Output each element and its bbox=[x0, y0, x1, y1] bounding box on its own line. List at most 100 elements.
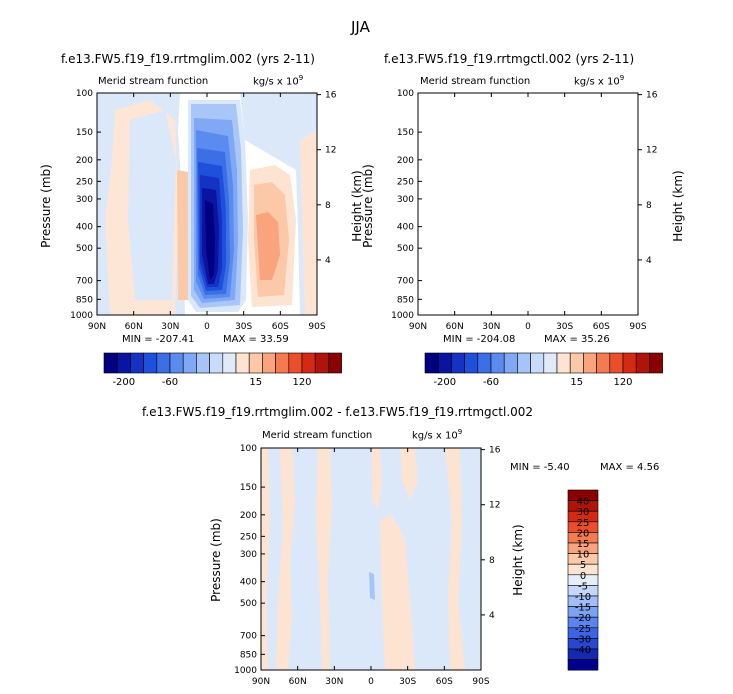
panel3-units-text: kg/s x 10 bbox=[412, 430, 458, 442]
panel3-colorbar-label: 20 bbox=[577, 528, 590, 539]
panel2-y2tick-label: 4 bbox=[646, 256, 652, 266]
panel2-ytick-label: 1000 bbox=[391, 311, 414, 321]
panel1-sh-weak-neg bbox=[240, 93, 317, 315]
panel3-pos-blob-upper bbox=[372, 448, 382, 510]
panel2-ticks: 90N 60N 30N 0 30S 60S 90S 100 150 200 250 300 400 500… bbox=[391, 89, 658, 332]
panel3-units: kg/s x 109 bbox=[412, 428, 462, 441]
panel2-units: kg/s x 109 bbox=[574, 74, 624, 87]
panel1-ytick-label: 100 bbox=[76, 89, 93, 99]
panel3-xtick-label: 30S bbox=[399, 677, 416, 687]
panel3-pos-edge-nh bbox=[261, 448, 270, 670]
panel1-sh-pos-edge bbox=[300, 130, 317, 315]
panel3-y2tick-label: 12 bbox=[489, 501, 500, 511]
panel3-ticks: 90N 60N 30N 0 30S 60S 90S 100 150 200 250 300 400 500… bbox=[234, 444, 501, 687]
panel2-xtick-label: 60S bbox=[593, 322, 610, 332]
panel1-ytick-label: 250 bbox=[76, 177, 93, 187]
panel3-subtitle-left: Merid stream function bbox=[262, 430, 373, 441]
figure-title: JJA bbox=[351, 18, 370, 36]
panel2-min: MIN = -204.08 bbox=[443, 334, 516, 345]
panel1-colorbar-label: 15 bbox=[249, 377, 262, 388]
panel3-colorbar-label: -10 bbox=[575, 592, 591, 603]
panel3-pos-blob-upper-2 bbox=[400, 448, 418, 500]
panel3-colorbar-label: 15 bbox=[577, 539, 590, 550]
panel1-min: MIN = -207.41 bbox=[122, 334, 195, 345]
panel2-colorbar-boxes: -200 -60 15 120 bbox=[424, 352, 663, 388]
panel2-xtick-label: 90N bbox=[409, 322, 427, 332]
panel3-ytick-label: 200 bbox=[240, 511, 257, 521]
panel3-colorbar-label: 40 bbox=[577, 497, 590, 508]
panel1-xtick-label: 0 bbox=[204, 322, 210, 332]
panel1-field bbox=[97, 93, 317, 315]
panel3-y2tick-label: 8 bbox=[489, 556, 495, 566]
panel3-neg-core bbox=[369, 572, 375, 600]
panel2-max: MAX = 35.26 bbox=[544, 334, 610, 345]
panel3-units-exp: 9 bbox=[457, 428, 463, 436]
panel3-colorbar-label: -30 bbox=[575, 634, 591, 645]
panel2-ytick-label: 400 bbox=[397, 223, 414, 233]
panel3-colorbar-label: 25 bbox=[577, 518, 590, 529]
panel2-subtitle-left: Merid stream function bbox=[420, 76, 531, 87]
panel2-units-exp: 9 bbox=[619, 74, 625, 82]
panel1-colorbar-boxes: -200 -60 15 120 bbox=[103, 352, 342, 388]
panel1-colorbar-label: -60 bbox=[162, 377, 178, 388]
panel3-colorbar-label: -5 bbox=[578, 581, 588, 592]
panel3-ytick-label: 850 bbox=[240, 650, 257, 660]
panel1-units-text: kg/s x 10 bbox=[253, 76, 299, 88]
panel2-y2tick-label: 12 bbox=[646, 146, 657, 156]
panel2-ytick-label: 200 bbox=[397, 156, 414, 166]
panel1-colorbar-label: -200 bbox=[112, 377, 135, 388]
panel1-ytick-label: 300 bbox=[76, 195, 93, 205]
panel3-ytick-label: 1000 bbox=[234, 666, 257, 676]
panel1-y2tick-label: 4 bbox=[325, 256, 331, 266]
panel3-colorbar-label: 10 bbox=[577, 550, 590, 561]
panel3-colorbar-label: 30 bbox=[577, 507, 590, 518]
panel2-xtick-label: 90S bbox=[629, 322, 646, 332]
panel3-colorbar-label: -20 bbox=[575, 613, 591, 624]
panel3-xtick-label: 60N bbox=[289, 677, 307, 687]
panel2-colorbar-label: 120 bbox=[613, 377, 632, 388]
panel3-colorbar-label: -40 bbox=[575, 645, 591, 656]
panel1-ferrel-level-3 bbox=[256, 212, 280, 280]
panel3-ytick-label: 300 bbox=[240, 550, 257, 560]
panel1-units-exp: 9 bbox=[298, 74, 304, 82]
panel3-ytick-label: 500 bbox=[240, 599, 257, 609]
panel2-colorbar-label: -60 bbox=[483, 377, 499, 388]
panel1-xtick-label: 60S bbox=[272, 322, 289, 332]
panel1-colorbar-box bbox=[328, 352, 342, 374]
panel3-xtick-label: 30N bbox=[325, 677, 343, 687]
panel1-title: f.e13.FW5.f19_f19.rrtmglim.002 (yrs 2-11… bbox=[61, 52, 315, 66]
panel2-ytick-label: 100 bbox=[397, 89, 414, 99]
panel1-xtick-label: 30N bbox=[161, 322, 179, 332]
panel1-ytick-label: 500 bbox=[76, 244, 93, 254]
panel3-background-neg bbox=[261, 448, 481, 670]
panel2-colorbar-label: -200 bbox=[433, 377, 456, 388]
panel3-colorbar-label: 5 bbox=[580, 560, 586, 571]
panel2-ytick-label: 150 bbox=[397, 128, 414, 138]
panel1-ytick-label: 200 bbox=[76, 156, 93, 166]
panel3-xtick-label: 90S bbox=[472, 677, 489, 687]
panel1-ytick-label: 400 bbox=[76, 223, 93, 233]
panel1-y2tick-label: 16 bbox=[325, 91, 337, 101]
panel2-xtick-label: 30S bbox=[556, 322, 573, 332]
panel2-y2tick-label: 16 bbox=[646, 91, 658, 101]
panel2-ytick-label: 700 bbox=[397, 277, 414, 287]
panel3-title: f.e13.FW5.f19_f19.rrtmglim.002 - f.e13.F… bbox=[142, 405, 534, 419]
panel2-xtick-label: 30N bbox=[482, 322, 500, 332]
panel1-units: kg/s x 109 bbox=[253, 74, 303, 87]
panel3-ytick-label: 100 bbox=[240, 444, 257, 454]
panel2-colorbar-label: 15 bbox=[570, 377, 583, 388]
panel1-xtick-label: 60N bbox=[125, 322, 143, 332]
panel3-pos-band-4 bbox=[445, 448, 465, 670]
panel1-nh-pos-cell bbox=[177, 170, 190, 300]
panel3-colorbar-label: -25 bbox=[575, 624, 591, 635]
panel1-y2tick-label: 12 bbox=[325, 146, 336, 156]
panel2-ytick-label: 850 bbox=[397, 295, 414, 305]
panel2-colorbar-box bbox=[649, 352, 663, 374]
panel3-ytick-label: 700 bbox=[240, 632, 257, 642]
panel3-field bbox=[261, 448, 481, 670]
panel2-y2tick-label: 8 bbox=[646, 201, 652, 211]
